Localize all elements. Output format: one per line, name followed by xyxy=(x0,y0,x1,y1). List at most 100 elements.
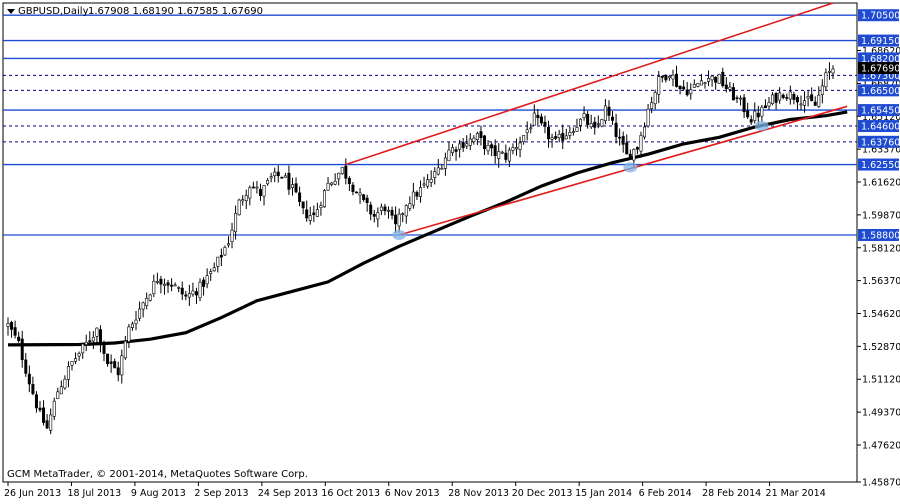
candle-body xyxy=(465,143,469,147)
candle-body xyxy=(707,78,711,82)
candle-body xyxy=(138,308,142,319)
candle-body xyxy=(280,176,284,179)
candle-body xyxy=(390,210,394,216)
candle-body xyxy=(66,366,70,380)
candle-body xyxy=(611,116,615,121)
level-label-text: 1.65450 xyxy=(861,106,900,117)
candle-body xyxy=(440,167,444,170)
candle-body xyxy=(266,180,270,185)
candle-body xyxy=(625,142,629,155)
candle-body xyxy=(326,182,330,191)
candle-body xyxy=(607,106,611,116)
moving-average-line xyxy=(7,110,848,347)
candle-body xyxy=(820,85,824,95)
candle-body xyxy=(244,195,248,201)
candle-body xyxy=(568,132,572,136)
candle-body xyxy=(667,76,671,79)
touch-marker xyxy=(392,229,407,240)
level-lines xyxy=(3,14,857,236)
candle-body xyxy=(358,192,362,196)
candle-body xyxy=(699,80,703,86)
level-label-box xyxy=(858,228,899,241)
candle-body xyxy=(458,143,462,150)
symbol-menu-arrow-icon[interactable] xyxy=(7,9,15,14)
candle-body xyxy=(724,84,728,90)
price-tick-label: 1.56370 xyxy=(862,276,900,287)
candle-body xyxy=(401,213,405,215)
candles-layer xyxy=(6,62,835,435)
candle-body xyxy=(529,127,533,130)
level-price-labels: 1.70500 1.69150 1.68200 1.67300 1.66500 1.654… xyxy=(858,9,900,241)
price-tick-label: 1.61620 xyxy=(862,178,900,189)
candle-body xyxy=(237,199,241,216)
candle-body xyxy=(550,137,554,140)
candle-body xyxy=(415,192,419,197)
candle-body xyxy=(180,287,184,295)
candle-body xyxy=(77,353,81,357)
candle-body xyxy=(536,114,540,119)
level-label-box xyxy=(858,34,899,47)
time-tick-label: 28 Feb 2014 xyxy=(702,488,761,499)
candle-body xyxy=(490,144,494,149)
candle-body xyxy=(717,74,721,84)
level-label-text: 1.58800 xyxy=(861,230,900,241)
candle-body xyxy=(742,97,746,113)
candle-body xyxy=(753,110,757,121)
candle-body xyxy=(429,178,433,183)
level-label-text: 1.63760 xyxy=(861,137,900,148)
time-tick-label: 26 Jun 2013 xyxy=(4,488,61,499)
candle-body xyxy=(116,367,120,376)
price-axis[interactable]: 1.45870 1.47620 1.49370 1.51120 1.52870 1.546… xyxy=(857,46,900,489)
time-axis[interactable]: 26 Jun 2013 18 Jul 2013 9 Aug 2013 2 Sep 20… xyxy=(4,482,826,499)
candle-body xyxy=(735,97,739,100)
candle-body xyxy=(803,100,807,106)
candle-body xyxy=(209,271,213,274)
candle-body xyxy=(532,112,536,126)
candle-body xyxy=(575,127,579,132)
channel-lower-line xyxy=(398,105,848,236)
candle-body xyxy=(376,212,380,220)
candle-body xyxy=(689,89,693,94)
candle-body xyxy=(301,201,305,209)
candle-body xyxy=(443,157,447,169)
candle-body xyxy=(788,91,792,100)
plot-frame xyxy=(2,2,858,483)
candle-body xyxy=(283,175,287,178)
candle-body xyxy=(483,135,487,150)
candle-body xyxy=(760,106,764,117)
current-price-label: 1.67690 xyxy=(861,63,900,74)
candle-body xyxy=(522,135,526,143)
candle-body xyxy=(294,183,298,193)
time-tick-label: 24 Sep 2013 xyxy=(258,488,318,499)
candle-body xyxy=(219,255,223,258)
candle-body xyxy=(369,204,373,215)
level-label-text: 1.68200 xyxy=(861,54,900,65)
candle-body xyxy=(493,145,497,157)
candle-body xyxy=(468,138,472,146)
candle-body xyxy=(664,74,668,81)
candle-body xyxy=(682,86,686,90)
level-label-text: 1.64600 xyxy=(861,122,900,133)
time-tick-label: 18 Jul 2013 xyxy=(67,488,121,499)
candle-body xyxy=(13,327,17,336)
candle-body xyxy=(614,122,618,137)
candle-body xyxy=(230,229,234,243)
candle-body xyxy=(749,119,753,123)
candle-body xyxy=(511,147,515,151)
candle-body xyxy=(226,243,230,246)
candle-body xyxy=(571,131,575,133)
candle-body xyxy=(106,353,110,365)
candle-body xyxy=(383,206,387,212)
candle-body xyxy=(792,94,796,100)
candle-body xyxy=(152,280,156,295)
candle-body xyxy=(426,179,430,187)
candle-body xyxy=(20,338,24,361)
candle-body xyxy=(258,188,262,196)
candle-body xyxy=(650,102,654,109)
candle-body xyxy=(639,135,643,152)
touch-marker xyxy=(754,121,769,132)
candle-body xyxy=(340,166,344,174)
candle-body xyxy=(579,118,583,126)
candle-body xyxy=(134,319,138,325)
